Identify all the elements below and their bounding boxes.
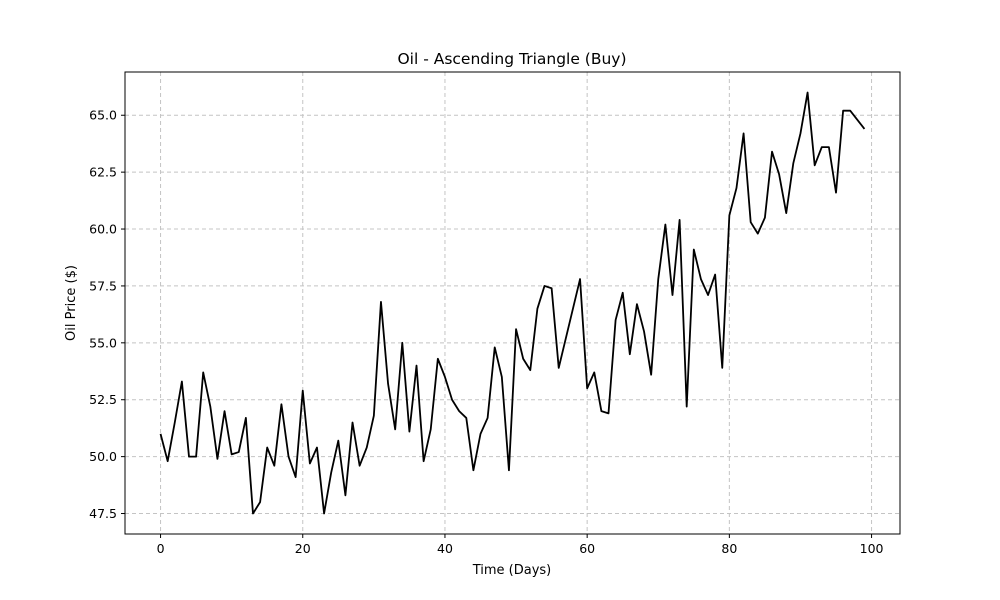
y-tick-label: 47.5 [89,506,117,521]
x-tick-label: 0 [157,541,165,556]
y-axis-title: Oil Price ($) [64,265,79,341]
y-axis: 47.5 50.0 52.5 55.0 57.5 60.0 62.5 65.0 [89,108,125,521]
price-series-line [159,91,866,515]
chart-title: Oil - Ascending Triangle (Buy) [397,50,626,68]
x-tick-label: 100 [860,541,884,556]
y-tick-label: 50.0 [89,449,117,464]
y-tick-label: 62.5 [89,165,117,180]
y-tick-label: 60.0 [89,222,117,237]
x-axis-title: Time (Days) [472,563,552,578]
x-tick-label: 80 [721,541,737,556]
x-tick-label: 40 [437,541,453,556]
y-tick-label: 52.5 [89,392,117,407]
x-tick-label: 20 [295,541,311,556]
y-tick-label: 55.0 [89,335,117,350]
grid [125,72,900,534]
y-tick-label: 57.5 [89,278,117,293]
y-tick-label: 65.0 [89,108,117,123]
series-layer [159,91,866,515]
x-axis: 0 20 40 60 80 100 [157,534,884,556]
plot-area-frame [124,71,901,535]
x-tick-label: 60 [579,541,595,556]
